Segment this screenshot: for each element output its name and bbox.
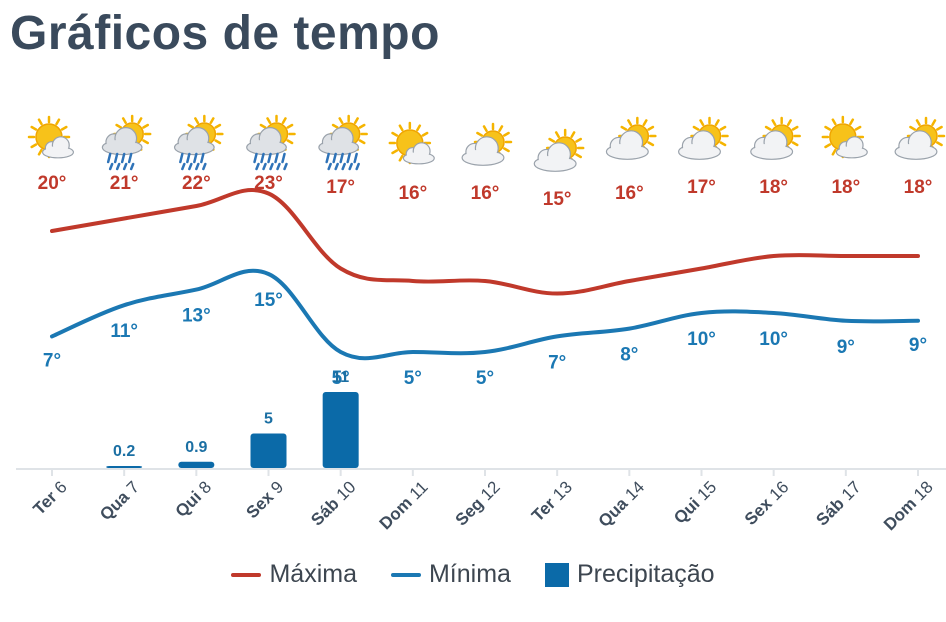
max-temp-label: 16° [398, 183, 427, 204]
max-temp-label: 18° [759, 177, 788, 198]
precip-value-label: 0.9 [185, 439, 207, 456]
legend-precip-label: Precipitação [576, 560, 715, 588]
min-temp-label: 15° [254, 290, 283, 311]
max-temp-label: 21° [110, 173, 139, 194]
x-axis-tick-label: Sex 16 [741, 477, 793, 529]
max-temp-label: 22° [182, 173, 211, 194]
max-temp-label: 18° [831, 177, 860, 198]
page-title: Gráficos de tempo [10, 7, 440, 60]
sun-cloud-icon [388, 121, 435, 165]
precip-value-label: 5 [264, 410, 273, 427]
legend-min[interactable]: Mínima [390, 560, 511, 589]
legend-max-label: Máxima [269, 560, 357, 588]
legend-precip-swatch [544, 562, 569, 587]
legend-max-swatch [231, 572, 262, 577]
x-axis-tick-label: Qui 15 [670, 477, 720, 527]
precip-series: 0.2 0.9 5 11 [106, 369, 359, 468]
max-temp-label: 23° [254, 173, 283, 194]
max-temp-label: 18° [904, 177, 933, 198]
x-axis-tick-label: Sex 9 [242, 477, 287, 522]
x-axis-tick-label: Qua 7 [96, 477, 143, 524]
min-temp-label: 7° [43, 350, 61, 371]
weather-chart: 20° 21° 22° 23° 17° 16° 16° 15° 16° 17° 18° 18° 18° … [16, 114, 946, 534]
x-axis-tick-label: Qui 8 [172, 477, 216, 521]
x-axis-tick-label: Sáb 10 [307, 477, 359, 529]
legend-max[interactable]: Máxima [231, 560, 357, 589]
max-series: 20° 21° 22° 23° 17° 16° 16° 15° 16° 17° 18° 18° 18° [38, 173, 933, 296]
min-temp-label: 10° [759, 329, 788, 350]
min-temp-label: 7° [548, 352, 566, 373]
min-series: 7° 11° 13° 15° 5° 5° 5° 7° 8° 10° 10° 9° 9° [43, 268, 927, 389]
precip-value-label: 11 [332, 369, 349, 386]
precip-bar [178, 461, 215, 468]
weather-icons [27, 114, 946, 172]
x-axis-tick-label: Dom 11 [376, 477, 432, 533]
precip-value-label: 0.2 [113, 443, 135, 460]
rain-sun-cloud-icon [101, 114, 152, 171]
max-temp-label: 17° [326, 177, 355, 198]
max-line [50, 188, 920, 296]
min-line [50, 268, 920, 361]
legend: Máxima Mínima Precipitação [0, 560, 946, 589]
min-temp-label: 8° [620, 345, 638, 366]
x-axis-tick-label: Dom 18 [880, 477, 937, 534]
x-axis-tick-label: Seg 12 [452, 477, 504, 529]
heavy-rain-sun-cloud-icon [318, 114, 368, 171]
precip-bar [322, 392, 359, 468]
sun-cloud-icon [27, 115, 74, 159]
precip-bar [250, 433, 287, 468]
max-temp-label: 15° [543, 189, 572, 210]
heavy-rain-sun-cloud-icon [246, 114, 296, 171]
max-temp-label: 16° [471, 183, 500, 204]
precip-bar [106, 466, 143, 468]
cloud-sun-icon [894, 116, 946, 160]
x-axis-tick-label: Ter 13 [528, 477, 576, 525]
max-temp-label: 17° [687, 177, 716, 198]
x-axis-tick-label: Sáb 17 [812, 477, 864, 529]
min-temp-label: 5° [476, 368, 494, 389]
legend-precip[interactable]: Precipitação [544, 560, 715, 589]
rain-sun-cloud-icon [173, 114, 224, 171]
cloud-sun-icon [750, 116, 801, 160]
min-temp-label: 9° [909, 335, 927, 356]
max-temp-label: 20° [38, 173, 67, 194]
cloud-sun-icon [461, 122, 513, 166]
cloud-sun-icon [605, 116, 657, 160]
x-axis-tick-label: Qua 14 [595, 477, 649, 531]
legend-min-swatch [390, 572, 421, 577]
cloud-sun-icon [677, 116, 729, 160]
min-temp-label: 10° [687, 329, 716, 350]
x-axis-labels: Ter 6 Qua 7 Qui 8 Sex 9 Sáb 10 Dom 11 Seg 12 Te… [30, 469, 937, 534]
sun-cloud-icon [821, 115, 868, 159]
max-temp-label: 16° [615, 183, 644, 204]
min-temp-label: 5° [332, 368, 350, 389]
x-axis-tick-label: Ter 6 [30, 477, 71, 518]
min-temp-label: 5° [404, 368, 422, 389]
min-temp-label: 11° [110, 321, 138, 342]
min-temp-label: 9° [837, 337, 855, 358]
min-temp-label: 13° [182, 306, 211, 327]
legend-min-label: Mínima [428, 560, 511, 588]
cloud-sun-icon [533, 128, 585, 172]
